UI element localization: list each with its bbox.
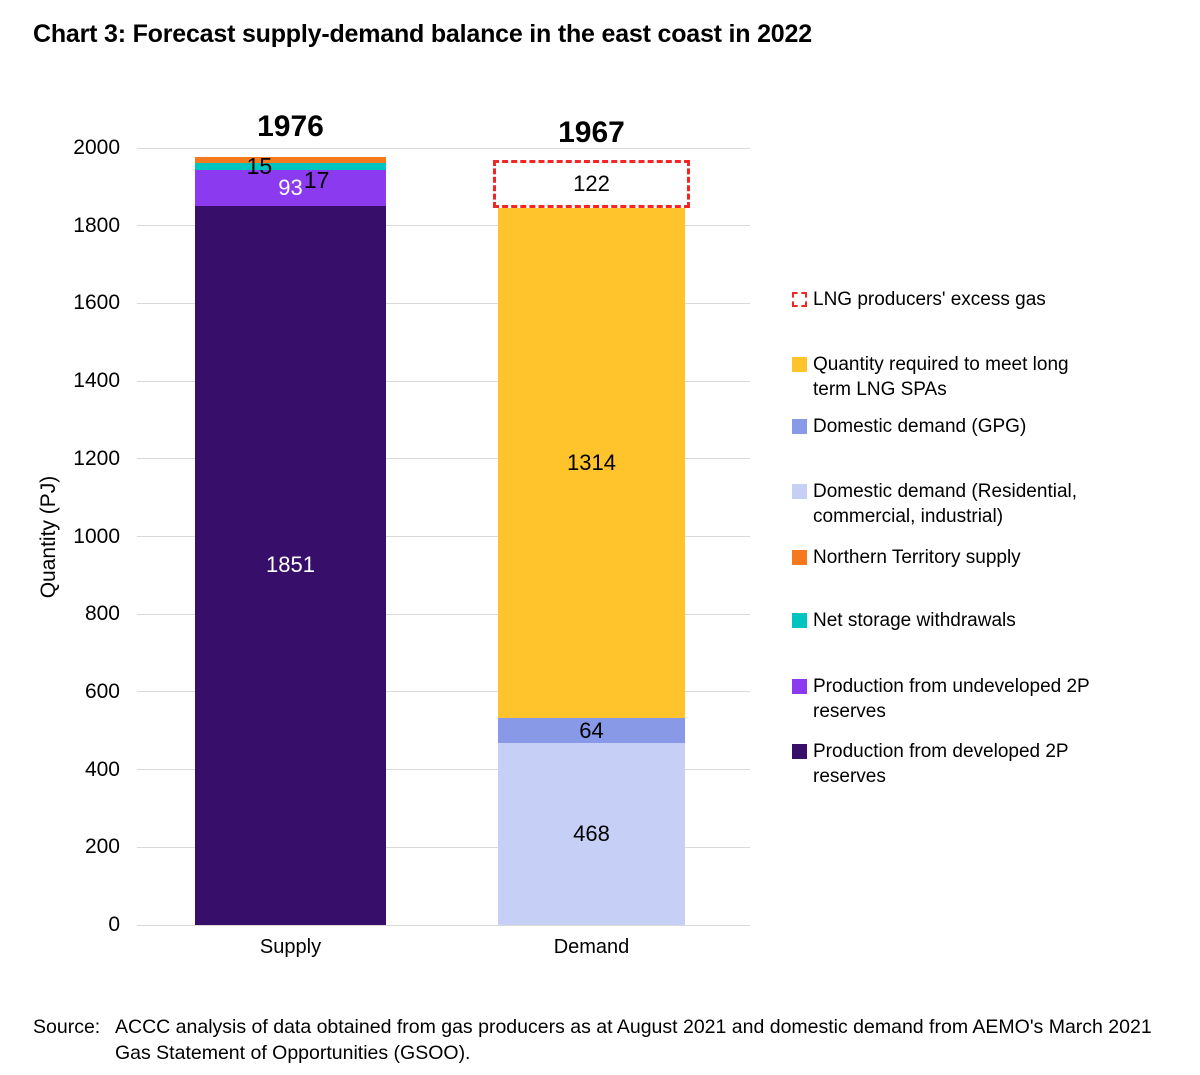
legend-label: Production from undeveloped 2P reserves bbox=[813, 676, 1090, 722]
bar-demand: 468 64 1314 122 bbox=[493, 160, 690, 925]
legend-swatch-icon bbox=[792, 679, 807, 694]
segment-value-label: 93 bbox=[278, 174, 303, 200]
legend-item-net-storage-withdrawals: Net storage withdrawals bbox=[792, 608, 1108, 633]
legend-label: Net storage withdrawals bbox=[813, 610, 1016, 631]
bar-segment-domestic-demand-gpg: 64 bbox=[498, 717, 685, 744]
legend-swatch-icon bbox=[792, 550, 807, 565]
chart-title: Chart 3: Forecast supply-demand balance … bbox=[33, 20, 812, 48]
gridline bbox=[137, 691, 750, 693]
plot-area bbox=[137, 147, 750, 926]
y-tick-label: 800 bbox=[84, 602, 120, 626]
category-label-demand: Demand bbox=[553, 936, 630, 958]
gridline bbox=[137, 380, 750, 382]
bar-segment-lng-producers-excess-gas: 122 bbox=[493, 160, 690, 208]
gridline bbox=[137, 769, 750, 771]
legend-label: Northern Territory supply bbox=[813, 547, 1021, 568]
gridline bbox=[137, 225, 750, 227]
legend-swatch-icon bbox=[792, 419, 807, 434]
bar-segment-net-storage-withdrawals bbox=[195, 163, 386, 170]
legend-swatch-icon bbox=[792, 292, 807, 307]
gridline bbox=[137, 536, 750, 537]
legend-swatch-icon bbox=[792, 744, 807, 759]
segment-value-label: 1851 bbox=[266, 552, 315, 578]
gridline bbox=[137, 613, 750, 615]
gridline bbox=[137, 458, 750, 460]
bar-segment-domestic-demand-residential-commercial-industrial: 468 bbox=[498, 743, 685, 925]
segment-value-label: 1314 bbox=[567, 450, 616, 476]
y-tick-label: 600 bbox=[84, 679, 120, 703]
source-label: Source: bbox=[33, 1016, 101, 1038]
segment-value-label: 17 bbox=[303, 167, 330, 194]
bar-segment-production-from-developed-2p-reserves: 1851 bbox=[195, 205, 386, 925]
legend-swatch-icon bbox=[792, 613, 807, 628]
gridline bbox=[137, 846, 750, 848]
legend-item-domestic-demand-residential-commercial-industrial: Domestic demand (Residential, commercial… bbox=[792, 479, 1108, 529]
legend-item-northern-territory-supply: Northern Territory supply bbox=[792, 545, 1108, 570]
y-tick-label: 1200 bbox=[73, 446, 120, 470]
y-tick-label: 1600 bbox=[73, 291, 120, 315]
segment-value-label: 15 bbox=[246, 153, 273, 180]
legend-item-lng-producers-excess-gas: LNG producers' excess gas bbox=[792, 287, 1108, 312]
legend-label: Production from developed 2P reserves bbox=[813, 741, 1069, 787]
legend-swatch-icon bbox=[792, 484, 807, 499]
segment-value-label: 468 bbox=[573, 821, 610, 847]
source-note: Source: ACCC analysis of data obtained f… bbox=[33, 1014, 1155, 1066]
bar-total-demand: 1967 bbox=[558, 116, 625, 149]
legend-item-production-from-developed-2p-reserves: Production from developed 2P reserves bbox=[792, 739, 1108, 789]
legend-label: Domestic demand (GPG) bbox=[813, 416, 1027, 437]
bar-total-supply: 1976 bbox=[257, 110, 324, 143]
gridline bbox=[137, 302, 750, 304]
bar-supply: 1851 93 17 15 bbox=[195, 153, 386, 925]
y-tick-label: 200 bbox=[84, 835, 120, 859]
y-tick-label: 400 bbox=[84, 757, 120, 781]
y-tick-label: 1400 bbox=[73, 369, 120, 393]
y-tick-label: 1000 bbox=[73, 524, 120, 548]
legend-label: Quantity required to meet long term LNG … bbox=[813, 354, 1069, 400]
bar-segment-northern-territory-supply bbox=[195, 157, 386, 164]
legend-label: Domestic demand (Residential, commercial… bbox=[813, 481, 1078, 527]
gridline bbox=[137, 924, 750, 926]
y-tick-label: 2000 bbox=[73, 136, 120, 159]
category-label-supply: Supply bbox=[259, 936, 322, 958]
y-tick-label: 0 bbox=[108, 913, 120, 936]
bar-segment-production-from-undeveloped-2p-reserves: 93 bbox=[195, 169, 386, 206]
legend-swatch-icon bbox=[792, 357, 807, 372]
legend-item-domestic-demand-gpg: Domestic demand (GPG) bbox=[792, 414, 1108, 439]
segment-value-label: 122 bbox=[573, 171, 610, 197]
legend-label: LNG producers' excess gas bbox=[813, 289, 1046, 310]
segment-value-label: 64 bbox=[579, 717, 604, 743]
bar-segment-quantity-required-to-meet-long-term-lng-spas: 1314 bbox=[498, 207, 685, 719]
y-tick-label: 1800 bbox=[73, 213, 120, 237]
gridline bbox=[137, 147, 750, 149]
source-text: ACCC analysis of data obtained from gas … bbox=[115, 1016, 1152, 1064]
legend-item-production-from-undeveloped-2p-reserves: Production from undeveloped 2P reserves bbox=[792, 674, 1108, 724]
legend-item-quantity-required-to-meet-long-term-lng-spas: Quantity required to meet long term LNG … bbox=[792, 352, 1108, 402]
